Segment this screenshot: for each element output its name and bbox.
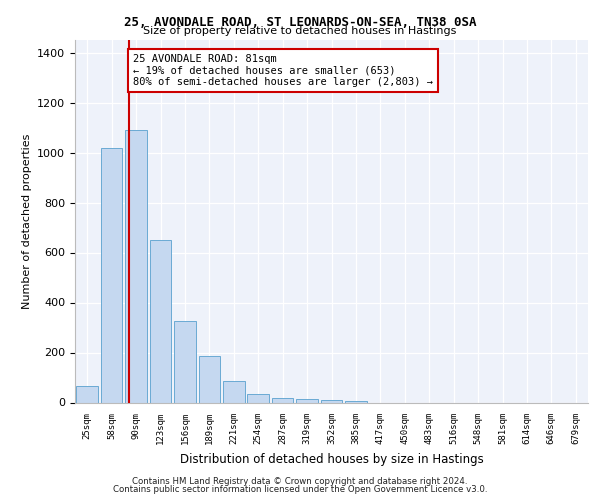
Text: Contains HM Land Registry data © Crown copyright and database right 2024.: Contains HM Land Registry data © Crown c…	[132, 477, 468, 486]
Y-axis label: Number of detached properties: Number of detached properties	[22, 134, 32, 309]
Text: 25, AVONDALE ROAD, ST LEONARDS-ON-SEA, TN38 0SA: 25, AVONDALE ROAD, ST LEONARDS-ON-SEA, T…	[124, 16, 476, 29]
Bar	[125, 130, 147, 402]
Bar	[150, 240, 171, 402]
Bar	[345, 401, 367, 402]
Bar	[76, 386, 98, 402]
Bar	[321, 400, 342, 402]
Bar	[199, 356, 220, 403]
Bar	[296, 399, 318, 402]
Bar	[223, 381, 245, 402]
Bar	[272, 398, 293, 402]
Bar	[101, 148, 122, 402]
Text: Size of property relative to detached houses in Hastings: Size of property relative to detached ho…	[143, 26, 457, 36]
Bar	[174, 322, 196, 402]
Bar	[247, 394, 269, 402]
Text: Contains public sector information licensed under the Open Government Licence v3: Contains public sector information licen…	[113, 484, 487, 494]
X-axis label: Distribution of detached houses by size in Hastings: Distribution of detached houses by size …	[179, 453, 484, 466]
Text: 25 AVONDALE ROAD: 81sqm
← 19% of detached houses are smaller (653)
80% of semi-d: 25 AVONDALE ROAD: 81sqm ← 19% of detache…	[133, 54, 433, 87]
